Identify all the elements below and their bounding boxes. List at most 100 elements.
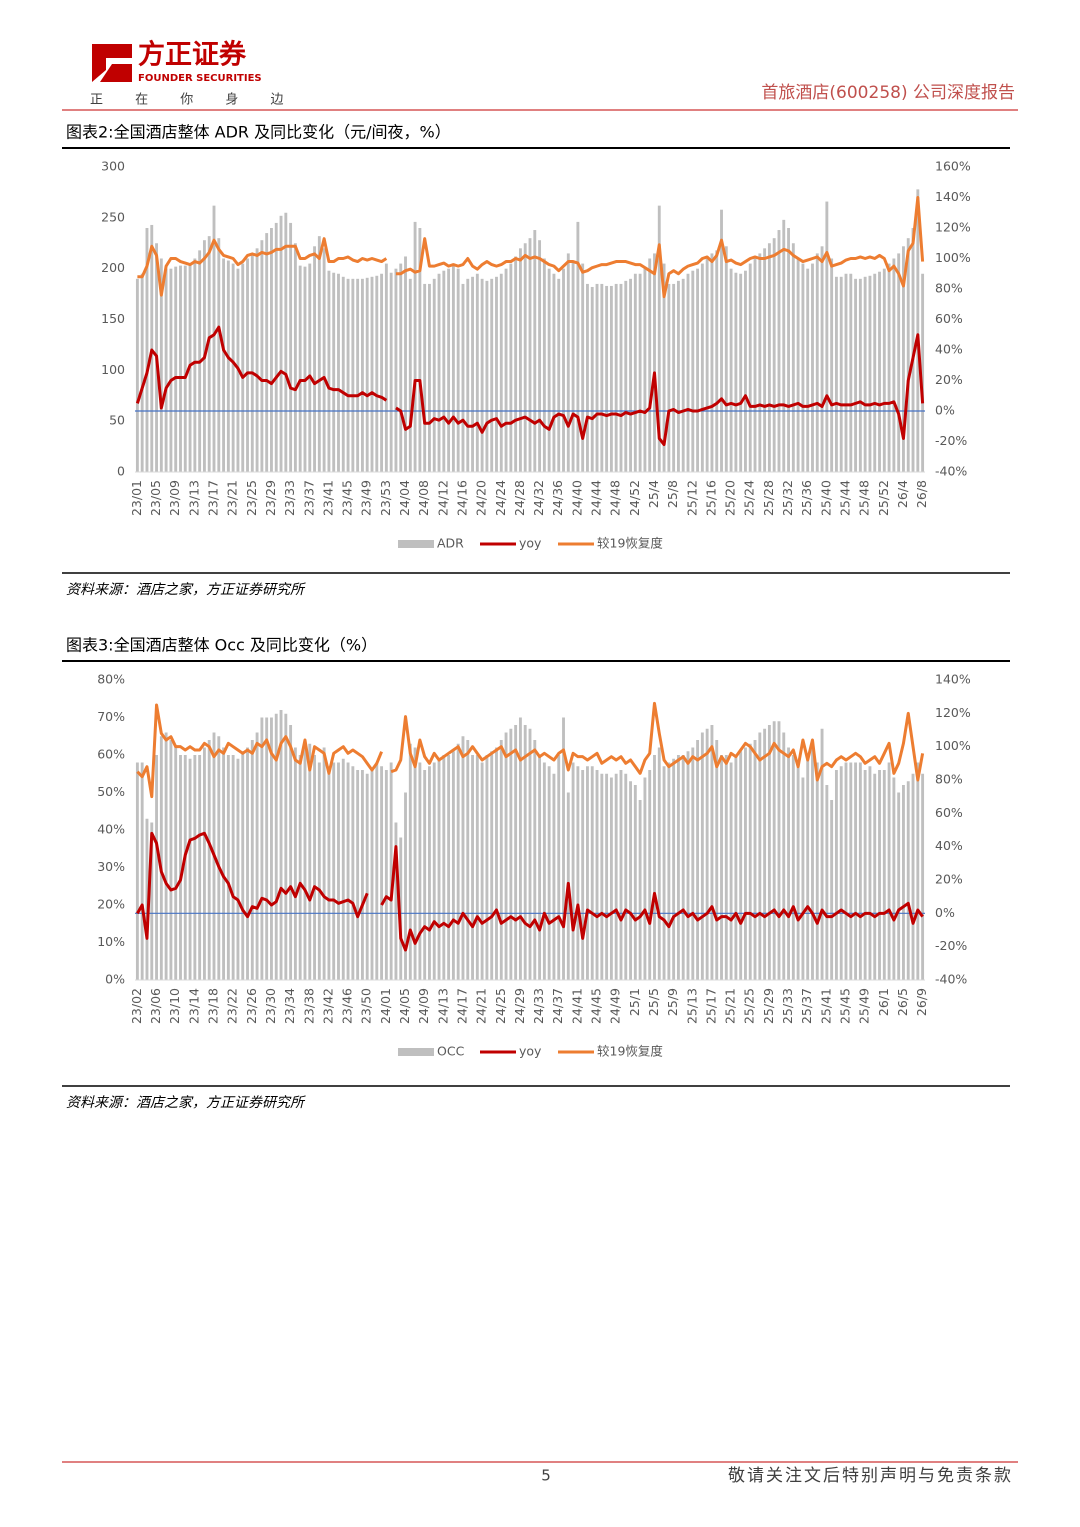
- bar: [542, 762, 546, 980]
- bar: [159, 736, 163, 980]
- y2-tick-label: 120%: [935, 220, 971, 235]
- x-tick-label: 23/10: [167, 988, 182, 1024]
- y-tick-label: 60%: [97, 747, 125, 762]
- bar: [514, 725, 518, 980]
- x-tick-label: 25/37: [799, 988, 814, 1024]
- x-tick-label: 25/21: [723, 988, 738, 1024]
- legend-swatch: [398, 1048, 434, 1056]
- bar: [772, 238, 776, 472]
- bar: [902, 785, 905, 980]
- x-tick-label: 23/09: [167, 480, 182, 516]
- bar: [504, 268, 508, 472]
- bar: [767, 725, 771, 980]
- bar: [815, 253, 819, 472]
- bar: [619, 770, 623, 980]
- bar: [710, 253, 714, 472]
- bar: [739, 273, 743, 472]
- bar: [303, 266, 307, 472]
- y2-tick-label: 0%: [935, 403, 955, 418]
- bar: [423, 770, 427, 980]
- x-tick-label: 24/21: [474, 988, 489, 1024]
- bar: [834, 276, 838, 472]
- bar: [164, 732, 168, 980]
- bar: [858, 762, 862, 980]
- bar: [552, 773, 556, 980]
- bar: [605, 285, 609, 472]
- bar: [169, 268, 173, 472]
- slogan: 正 在 你 身 边: [90, 92, 298, 108]
- bar: [643, 268, 647, 472]
- x-tick-label: 23/38: [301, 988, 316, 1024]
- bar: [696, 268, 700, 472]
- bar: [705, 258, 709, 472]
- x-tick-label: 23/46: [340, 988, 355, 1024]
- bar: [250, 253, 254, 472]
- bar: [906, 781, 910, 980]
- bar: [418, 762, 422, 980]
- bar: [533, 740, 537, 980]
- bar: [882, 268, 886, 472]
- bar: [265, 233, 269, 472]
- bar: [777, 230, 781, 472]
- bar: [595, 770, 599, 980]
- y2-tick-label: 100%: [935, 738, 971, 753]
- bar: [389, 272, 393, 472]
- bar: [298, 265, 302, 472]
- bar: [485, 280, 489, 472]
- bar: [255, 732, 259, 980]
- x-tick-label: 24/52: [627, 480, 642, 516]
- bar: [150, 822, 154, 980]
- bar: [748, 743, 752, 980]
- bar: [700, 732, 704, 980]
- bar: [586, 766, 589, 980]
- bar: [657, 747, 661, 980]
- bar: [777, 721, 781, 980]
- x-tick-label: 24/24: [493, 480, 508, 516]
- y2-tick-label: 140%: [935, 189, 971, 204]
- bar: [849, 273, 853, 472]
- bar: [854, 762, 858, 980]
- x-tick-label: 25/16: [703, 480, 718, 516]
- x-tick-label: 25/45: [838, 988, 853, 1024]
- y-tick-label: 70%: [97, 709, 125, 724]
- bar: [485, 755, 489, 980]
- bar: [222, 258, 226, 472]
- bar: [600, 773, 604, 980]
- x-tick-label: 24/01: [378, 988, 393, 1024]
- bar: [509, 728, 513, 980]
- bar: [490, 751, 494, 980]
- bar: [538, 755, 542, 980]
- bar: [384, 770, 388, 980]
- x-tick-label: 25/8: [665, 480, 680, 508]
- bar: [849, 762, 853, 980]
- bar: [825, 785, 829, 980]
- y2-tick-label: 20%: [935, 372, 963, 387]
- bar: [360, 278, 364, 472]
- logo-name: 方正证券: [138, 39, 247, 71]
- bar: [270, 717, 273, 980]
- bar: [293, 243, 297, 472]
- bar: [260, 717, 264, 980]
- bar: [428, 283, 431, 472]
- bar: [538, 240, 542, 472]
- x-tick-label: 23/18: [206, 988, 221, 1024]
- disclaimer: 敬请关注文后特别声明与免责条款: [728, 1466, 1013, 1486]
- bar: [691, 270, 695, 472]
- bar: [600, 283, 604, 472]
- x-tick-label: 23/25: [244, 480, 259, 516]
- bar: [356, 278, 360, 472]
- bar: [676, 280, 680, 472]
- bar: [638, 273, 642, 472]
- line-series: [136, 701, 925, 799]
- x-tick-label: 24/28: [512, 480, 527, 516]
- bar: [581, 770, 585, 980]
- y-tick-label: 300: [101, 159, 125, 174]
- bar: [461, 283, 465, 472]
- bar: [394, 268, 398, 472]
- bar: [691, 747, 695, 980]
- bar: [657, 205, 661, 472]
- chart-title: 图表3:全国酒店整体 Occ 及同比变化（%）: [66, 636, 377, 655]
- bar: [638, 800, 642, 980]
- bar: [274, 713, 278, 980]
- bar: [202, 747, 206, 980]
